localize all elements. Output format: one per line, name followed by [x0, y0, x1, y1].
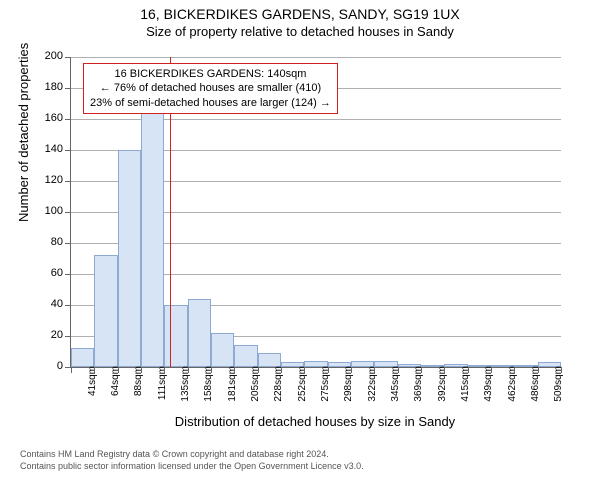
y-tick-label: 200: [33, 50, 63, 62]
x-tick: [188, 367, 189, 373]
x-axis-title: Distribution of detached houses by size …: [70, 414, 560, 429]
x-tick-label: 345sqm: [390, 366, 401, 416]
x-tick: [118, 367, 119, 373]
bar: [141, 107, 164, 367]
x-tick-label: 228sqm: [273, 366, 284, 416]
annotation-line: 23% of semi-detached houses are larger (…: [90, 96, 331, 110]
x-tick: [421, 367, 422, 373]
x-tick: [491, 367, 492, 373]
bar: [234, 345, 257, 367]
x-tick-label: 275sqm: [320, 366, 331, 416]
bar: [211, 333, 234, 367]
x-tick-label: 158sqm: [203, 366, 214, 416]
license-line: Contains public sector information licen…: [20, 461, 600, 473]
bar: [71, 348, 94, 367]
x-tick-label: 322sqm: [367, 366, 378, 416]
annotation-box: 16 BICKERDIKES GARDENS: 140sqm ← 76% of …: [83, 63, 338, 114]
x-tick: [328, 367, 329, 373]
bar: [164, 305, 187, 367]
x-tick-label: 252sqm: [297, 366, 308, 416]
x-tick: [398, 367, 399, 373]
x-tick: [561, 367, 562, 373]
y-tick: [65, 274, 71, 275]
x-tick: [164, 367, 165, 373]
x-tick: [258, 367, 259, 373]
x-tick-label: 64sqm: [110, 366, 121, 416]
x-tick-label: 41sqm: [87, 366, 98, 416]
y-tick-label: 60: [33, 267, 63, 279]
x-tick: [304, 367, 305, 373]
license-text: Contains HM Land Registry data © Crown c…: [20, 449, 600, 472]
page-title: 16, BICKERDIKES GARDENS, SANDY, SG19 1UX: [0, 6, 600, 22]
y-tick-label: 20: [33, 329, 63, 341]
y-tick: [65, 212, 71, 213]
x-tick: [468, 367, 469, 373]
x-tick-label: 486sqm: [530, 366, 541, 416]
x-tick: [211, 367, 212, 373]
x-tick-label: 509sqm: [553, 366, 564, 416]
x-tick: [94, 367, 95, 373]
x-tick: [444, 367, 445, 373]
y-tick: [65, 57, 71, 58]
y-tick: [65, 243, 71, 244]
bar: [258, 353, 281, 367]
x-tick-label: 88sqm: [133, 366, 144, 416]
x-tick-label: 298sqm: [343, 366, 354, 416]
x-tick-label: 462sqm: [507, 366, 518, 416]
y-tick-label: 140: [33, 143, 63, 155]
y-tick: [65, 88, 71, 89]
x-tick-label: 392sqm: [437, 366, 448, 416]
grid-line: [71, 57, 561, 58]
x-tick: [141, 367, 142, 373]
y-tick-label: 100: [33, 205, 63, 217]
x-tick-label: 205sqm: [250, 366, 261, 416]
bar: [118, 150, 141, 367]
y-tick-label: 160: [33, 112, 63, 124]
annotation-line: ← 76% of detached houses are smaller (41…: [90, 81, 331, 95]
x-tick: [514, 367, 515, 373]
y-tick: [65, 336, 71, 337]
x-tick: [538, 367, 539, 373]
y-tick-label: 80: [33, 236, 63, 248]
y-tick-label: 180: [33, 81, 63, 93]
x-tick: [374, 367, 375, 373]
x-tick-label: 111sqm: [157, 366, 168, 416]
bar: [188, 299, 211, 367]
y-axis-title: Number of detached properties: [16, 43, 31, 222]
y-tick: [65, 181, 71, 182]
annotation-line: 16 BICKERDIKES GARDENS: 140sqm: [90, 67, 331, 81]
y-tick: [65, 119, 71, 120]
x-tick: [234, 367, 235, 373]
x-tick: [351, 367, 352, 373]
y-tick-label: 0: [33, 360, 63, 372]
y-tick: [65, 150, 71, 151]
y-tick: [65, 305, 71, 306]
x-tick-label: 181sqm: [227, 366, 238, 416]
chart-container: Number of detached properties 0204060801…: [20, 47, 580, 427]
x-tick: [71, 367, 72, 373]
y-tick-label: 40: [33, 298, 63, 310]
y-tick-label: 120: [33, 174, 63, 186]
x-tick-label: 369sqm: [413, 366, 424, 416]
x-tick-label: 135sqm: [180, 366, 191, 416]
page-subtitle: Size of property relative to detached ho…: [0, 24, 600, 39]
bar: [94, 255, 117, 367]
x-tick-label: 415sqm: [460, 366, 471, 416]
plot-area: 02040608010012014016018020041sqm64sqm88s…: [70, 57, 561, 368]
x-tick-label: 439sqm: [483, 366, 494, 416]
license-line: Contains HM Land Registry data © Crown c…: [20, 449, 600, 461]
x-tick: [281, 367, 282, 373]
